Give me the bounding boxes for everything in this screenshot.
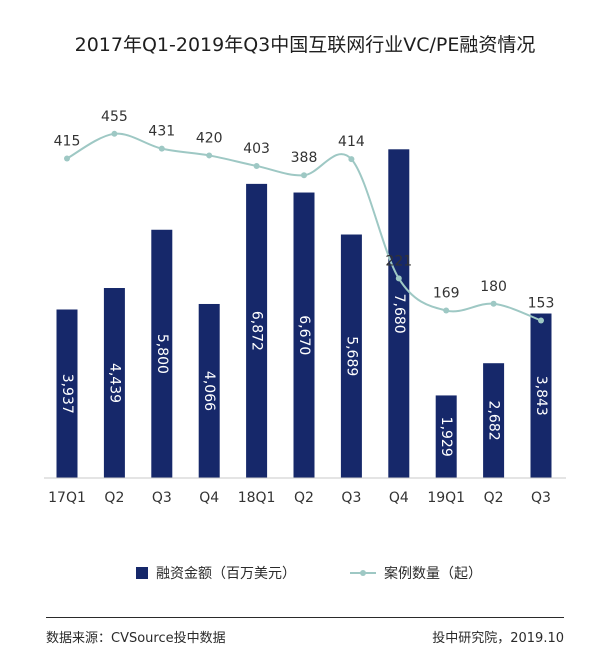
x-tick-0: 17Q1 xyxy=(48,490,86,506)
x-tick-5: Q2 xyxy=(294,490,314,506)
bar-10 xyxy=(530,313,552,478)
legend-label-count: 案例数量（起） xyxy=(384,566,482,582)
credit-note: 投中研究院，2019.10 xyxy=(432,631,564,646)
count-label-2: 431 xyxy=(148,124,175,140)
bar-label-7: 7,680 xyxy=(391,294,407,334)
legend-item-count: 案例数量（起） xyxy=(350,563,482,583)
chart-plot: 3,937 4,439 5,800 4,066 6,872 6,670 5,689 7,680… xyxy=(44,109,566,506)
count-label-10: 153 xyxy=(528,295,555,311)
bar-label-6: 5,689 xyxy=(343,336,359,376)
count-point-8 xyxy=(443,307,450,314)
bar-label-9: 2,682 xyxy=(486,401,502,441)
x-tick-6: Q3 xyxy=(341,490,361,506)
bar-label-5: 6,670 xyxy=(296,315,312,355)
x-tick-8: 19Q1 xyxy=(427,490,465,506)
count-point-1 xyxy=(111,130,118,137)
count-point-5 xyxy=(301,172,307,179)
bar-5 xyxy=(293,192,315,479)
bar-label-3: 4,066 xyxy=(201,371,217,411)
count-point-4 xyxy=(253,162,260,169)
bar-6 xyxy=(340,234,362,478)
count-point-3 xyxy=(206,152,213,159)
bar-1 xyxy=(103,288,125,478)
count-label-6: 414 xyxy=(338,134,365,150)
source-note: 数据来源：CVSource投中数据 xyxy=(46,631,226,646)
legend-swatch-line xyxy=(350,568,376,578)
bar-4 xyxy=(246,183,268,478)
x-tick-7: Q4 xyxy=(389,490,409,506)
footer-divider xyxy=(46,617,564,618)
bar-label-2: 5,800 xyxy=(154,334,170,374)
legend-item-amount: 融资金额（百万美元） xyxy=(136,563,296,583)
legend-swatch-bar xyxy=(136,567,148,579)
bar-label-10: 3,843 xyxy=(533,376,549,416)
count-label-3: 420 xyxy=(196,130,223,146)
x-tick-4: 18Q1 xyxy=(238,490,276,506)
legend-label-amount: 融资金额（百万美元） xyxy=(156,566,296,582)
count-line xyxy=(66,132,542,322)
bar-3 xyxy=(198,303,220,478)
bar-label-1: 4,439 xyxy=(106,363,122,403)
count-point-6 xyxy=(348,156,355,163)
count-label-7: 221 xyxy=(385,253,412,269)
count-label-8: 169 xyxy=(433,286,460,302)
count-point-0 xyxy=(64,155,70,162)
chart-title: 2017年Q1-2019年Q3中国互联网行业VC/PE融资情况 xyxy=(74,34,536,56)
count-label-1: 455 xyxy=(101,109,128,125)
bar-8 xyxy=(435,395,457,478)
bar-label-4: 6,872 xyxy=(249,311,265,351)
bar-2 xyxy=(151,229,173,478)
x-tick-9: Q2 xyxy=(484,490,504,506)
count-label-0: 415 xyxy=(54,134,81,150)
bar-0 xyxy=(56,309,78,478)
count-label-4: 403 xyxy=(243,141,270,157)
count-point-10 xyxy=(538,317,544,324)
count-point-7 xyxy=(395,275,402,282)
count-label-9: 180 xyxy=(480,279,507,295)
count-label-5: 388 xyxy=(291,150,318,166)
x-tick-10: Q3 xyxy=(531,490,551,506)
bar-9 xyxy=(483,363,505,478)
bar-7 xyxy=(388,149,410,478)
count-point-2 xyxy=(158,145,165,152)
x-tick-1: Q2 xyxy=(104,490,124,506)
bar-label-8: 1,929 xyxy=(438,417,454,457)
bar-label-0: 3,937 xyxy=(59,374,75,414)
count-point-9 xyxy=(490,300,497,307)
x-tick-2: Q3 xyxy=(152,490,172,506)
x-tick-3: Q4 xyxy=(199,490,219,506)
